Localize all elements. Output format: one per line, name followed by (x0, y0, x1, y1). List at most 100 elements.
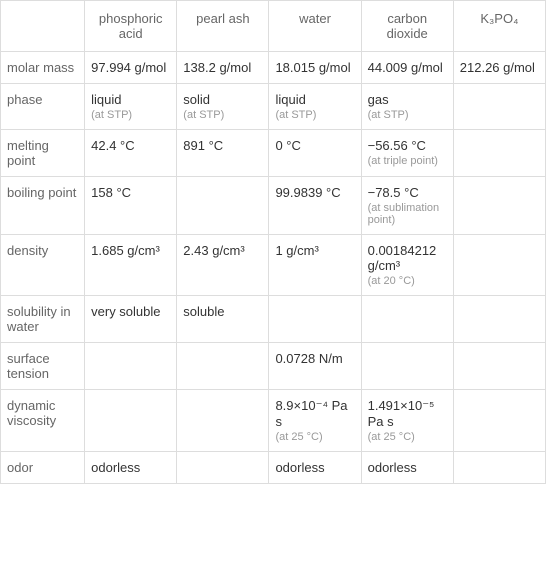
table-cell (361, 343, 453, 390)
table-cell: 97.994 g/mol (85, 52, 177, 84)
table-cell: liquid (at STP) (269, 84, 361, 130)
column-header: K₃PO₄ (453, 1, 545, 52)
table-cell: soluble (177, 296, 269, 343)
cell-value: odorless (368, 460, 447, 475)
table-cell: 212.26 g/mol (453, 52, 545, 84)
cell-value: 158 °C (91, 185, 170, 200)
table-cell: 158 °C (85, 177, 177, 235)
cell-value: 891 °C (183, 138, 262, 153)
column-header: pearl ash (177, 1, 269, 52)
cell-value: 2.43 g/cm³ (183, 243, 262, 258)
table-cell: odorless (361, 452, 453, 484)
table-cell: 8.9×10⁻⁴ Pa s (at 25 °C) (269, 390, 361, 452)
cell-value: 0 °C (275, 138, 354, 153)
table-cell: 0 °C (269, 130, 361, 177)
cell-value: very soluble (91, 304, 170, 319)
cell-value: soluble (183, 304, 262, 319)
cell-value: 1.685 g/cm³ (91, 243, 170, 258)
table-cell (361, 296, 453, 343)
table-cell: 44.009 g/mol (361, 52, 453, 84)
table-cell (453, 84, 545, 130)
cell-value: 44.009 g/mol (368, 60, 447, 75)
cell-value: 97.994 g/mol (91, 60, 170, 75)
cell-value: 1 g/cm³ (275, 243, 354, 258)
table-cell: 138.2 g/mol (177, 52, 269, 84)
cell-value: 18.015 g/mol (275, 60, 354, 75)
cell-value: odorless (275, 460, 354, 475)
cell-condition: (at sublimation point) (368, 202, 447, 226)
cell-condition: (at STP) (91, 109, 170, 121)
cell-value: 212.26 g/mol (460, 60, 539, 75)
row-header: dynamic viscosity (1, 390, 85, 452)
table-cell (453, 235, 545, 296)
cell-condition: (at STP) (275, 109, 354, 121)
cell-value: gas (368, 92, 447, 107)
cell-condition: (at STP) (183, 109, 262, 121)
table-cell: 1.491×10⁻⁵ Pa s(at 25 °C) (361, 390, 453, 452)
table-cell: odorless (85, 452, 177, 484)
table-cell: liquid (at STP) (85, 84, 177, 130)
table-body: molar mass97.994 g/mol138.2 g/mol18.015 … (1, 52, 546, 484)
cell-condition: (at triple point) (368, 155, 447, 167)
cell-value: −56.56 °C (368, 138, 447, 153)
table-row: odor odorless odorless odorless (1, 452, 546, 484)
table-cell: 2.43 g/cm³ (177, 235, 269, 296)
cell-value: 0.00184212 g/cm³ (368, 243, 447, 273)
table-cell: very soluble (85, 296, 177, 343)
row-header: density (1, 235, 85, 296)
table-cell (453, 177, 545, 235)
cell-value: −78.5 °C (368, 185, 447, 200)
table-cell (453, 296, 545, 343)
table-row: molar mass97.994 g/mol138.2 g/mol18.015 … (1, 52, 546, 84)
table-cell: 18.015 g/mol (269, 52, 361, 84)
table-cell: 99.9839 °C (269, 177, 361, 235)
table-cell: 1 g/cm³ (269, 235, 361, 296)
row-header: melting point (1, 130, 85, 177)
table-cell: solid (at STP) (177, 84, 269, 130)
column-header: water (269, 1, 361, 52)
table-row: phase liquid (at STP) solid (at STP) liquid (a… (1, 84, 546, 130)
row-header: boiling point (1, 177, 85, 235)
table-cell: −56.56 °C (at triple point) (361, 130, 453, 177)
table-cell (269, 296, 361, 343)
cell-value: 8.9×10⁻⁴ Pa s (275, 398, 354, 429)
table-row: boiling point 158 °C 99.9839 °C −78.5 °C (at… (1, 177, 546, 235)
table-cell (177, 343, 269, 390)
table-cell (453, 130, 545, 177)
column-header: carbon dioxide (361, 1, 453, 52)
table-cell: −78.5 °C (at sublimation point) (361, 177, 453, 235)
row-header: odor (1, 452, 85, 484)
cell-value: 0.0728 N/m (275, 351, 354, 366)
table-cell: 0.0728 N/m (269, 343, 361, 390)
cell-value: odorless (91, 460, 170, 475)
table-cell (453, 452, 545, 484)
cell-condition: (at 20 °C) (368, 275, 447, 287)
table-row: melting point42.4 °C 891 °C 0 °C −56.56 °C (… (1, 130, 546, 177)
properties-table: phosphoric acid pearl ash water carbon d… (0, 0, 546, 484)
row-header: solubility in water (1, 296, 85, 343)
table-row: density 1.685 g/cm³ 2.43 g/cm³ 1 g/cm³ 0.001… (1, 235, 546, 296)
table-cell: 1.685 g/cm³ (85, 235, 177, 296)
column-header: phosphoric acid (85, 1, 177, 52)
cell-value: liquid (91, 92, 170, 107)
table-row: solubility in water very soluble soluble (1, 296, 546, 343)
row-header: surface tension (1, 343, 85, 390)
cell-condition: (at STP) (368, 109, 447, 121)
cell-condition: (at 25 °C) (368, 431, 447, 443)
table-row: surface tension 0.0728 N/m (1, 343, 546, 390)
table-cell: 42.4 °C (85, 130, 177, 177)
cell-value: 99.9839 °C (275, 185, 354, 200)
table-cell (85, 343, 177, 390)
table-cell (177, 390, 269, 452)
row-header: phase (1, 84, 85, 130)
table-cell (85, 390, 177, 452)
cell-value: liquid (275, 92, 354, 107)
cell-condition: (at 25 °C) (275, 431, 354, 443)
table-cell: odorless (269, 452, 361, 484)
table-cell (177, 452, 269, 484)
cell-value: solid (183, 92, 262, 107)
table-row: dynamic viscosity 8.9×10⁻⁴ Pa s (at 25 °C)… (1, 390, 546, 452)
table-header-row: phosphoric acid pearl ash water carbon d… (1, 1, 546, 52)
table-cell (453, 343, 545, 390)
table-cell: 891 °C (177, 130, 269, 177)
